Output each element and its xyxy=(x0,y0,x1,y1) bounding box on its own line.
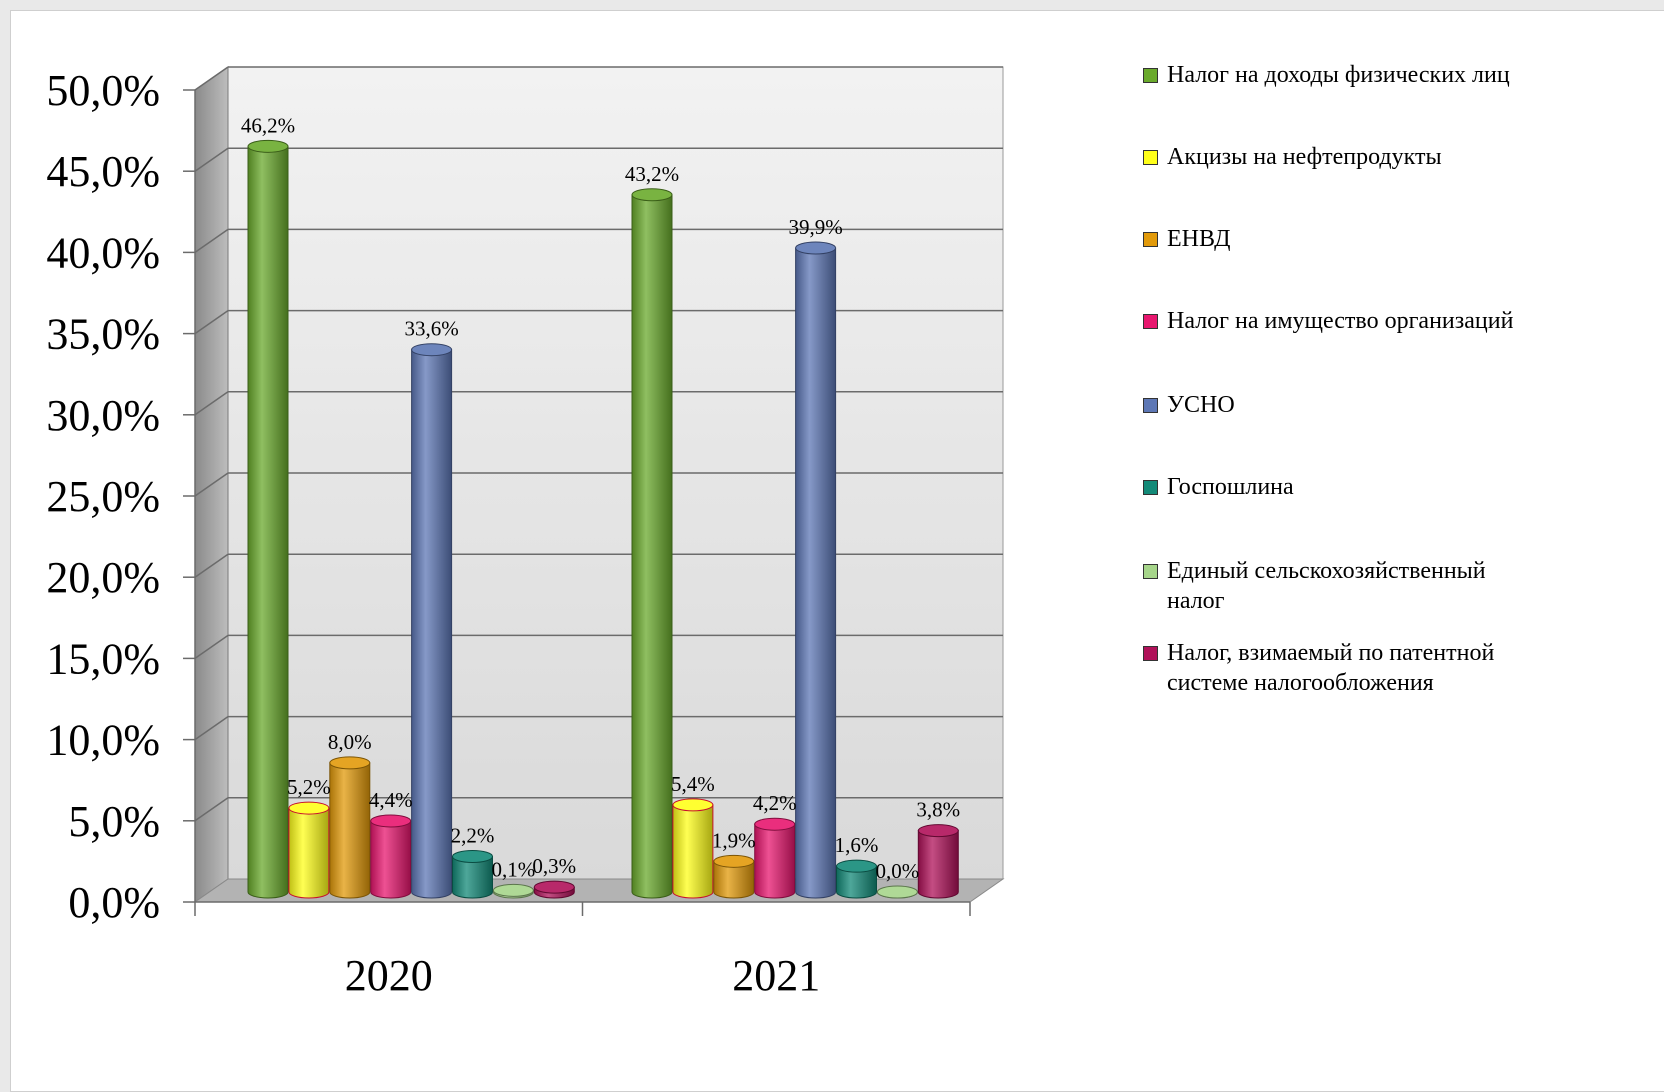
bar xyxy=(329,756,371,899)
bar xyxy=(452,849,493,899)
y-tick-label: 40,0% xyxy=(46,228,160,277)
legend-label-line: налог xyxy=(1167,588,1225,614)
data-label: 5,4% xyxy=(671,772,715,796)
bars xyxy=(247,139,959,899)
data-label: 0,0% xyxy=(876,859,920,883)
legend-swatch xyxy=(1143,398,1158,413)
gridline-side xyxy=(194,797,229,822)
legend-label: Налог на имущество организаций xyxy=(1167,306,1647,336)
y-tick-label: 20,0% xyxy=(46,553,160,602)
bar xyxy=(917,824,959,899)
y-tick-label: 0,0% xyxy=(68,878,160,927)
legend-label-line: Госпошлина xyxy=(1167,474,1294,500)
gridline-side xyxy=(194,472,229,497)
bar xyxy=(795,241,837,899)
y-tick-label: 15,0% xyxy=(46,634,160,683)
gridline-side xyxy=(194,715,229,741)
legend-swatch xyxy=(1143,646,1158,661)
bar xyxy=(713,854,755,899)
y-tick-label: 35,0% xyxy=(46,310,160,359)
legend-label-line: ЕНВД xyxy=(1167,226,1231,252)
legend-label-line: Налог, взимаемый по патентной xyxy=(1167,640,1495,666)
data-label: 0,1% xyxy=(492,857,536,881)
data-label: 4,2% xyxy=(753,791,797,815)
data-label: 3,8% xyxy=(916,798,960,822)
legend-label-line: Акцизы на нефтепродукты xyxy=(1167,144,1442,170)
gridline-side xyxy=(194,553,229,578)
bar xyxy=(876,885,918,899)
legend-label-line: УСНО xyxy=(1167,392,1235,418)
bar xyxy=(370,814,412,899)
data-label: 46,2% xyxy=(241,113,295,137)
x-tick-label: 2021 xyxy=(732,951,820,1000)
y-tick-label: 50,0% xyxy=(46,66,160,115)
x-tick-label: 2020 xyxy=(345,951,433,1000)
legend-label-line: Налог на доходы физических лиц xyxy=(1167,62,1510,88)
bar xyxy=(247,139,289,899)
x-axis: 2020 2021 xyxy=(194,901,971,1000)
gridlines xyxy=(194,66,1003,822)
data-label: 5,2% xyxy=(287,775,331,799)
legend-label: Акцизы на нефтепродукты xyxy=(1167,142,1647,172)
legend-label-line: Налог на имущество организаций xyxy=(1167,308,1514,334)
legend-label: ЕНВД xyxy=(1167,224,1647,254)
legend-label-line: Единый сельскохозяйственный xyxy=(1167,558,1486,584)
y-tick-label: 30,0% xyxy=(46,391,160,440)
bar xyxy=(533,880,575,899)
bar xyxy=(754,817,796,899)
legend-label: Налог, взимаемый по патентной системе нал… xyxy=(1167,638,1647,698)
gridline-side xyxy=(194,309,229,335)
y-tick-label: 45,0% xyxy=(46,147,160,196)
legend-label: УСНО xyxy=(1167,390,1647,420)
gridline-side xyxy=(194,391,229,416)
data-label: 1,6% xyxy=(835,833,879,857)
data-label: 0,3% xyxy=(532,854,576,878)
data-label: 1,9% xyxy=(712,828,756,852)
data-labels: 46,2% 5,2% 8,0% 4,4% 33,6% 2,2% 0,1%0,3% 43,2% 5… xyxy=(241,113,960,883)
data-label: 33,6% xyxy=(404,317,458,341)
bar xyxy=(492,883,534,899)
bar xyxy=(836,859,877,899)
data-label: 43,2% xyxy=(625,162,679,186)
y-tick-label: 25,0% xyxy=(46,472,160,521)
gridline-side xyxy=(194,147,229,172)
gridline-side xyxy=(194,634,229,660)
legend-swatch xyxy=(1143,314,1158,329)
data-label: 4,4% xyxy=(369,788,413,812)
legend-swatch xyxy=(1143,150,1158,165)
bar xyxy=(631,188,673,899)
data-label: 39,9% xyxy=(788,215,842,239)
legend-swatch xyxy=(1143,68,1158,83)
y-tick-label: 5,0% xyxy=(68,797,160,846)
legend-swatch xyxy=(1143,564,1158,579)
bar xyxy=(411,343,453,899)
legend-label-line: системе налогообложения xyxy=(1167,670,1434,696)
bar xyxy=(288,801,330,899)
gridline-side xyxy=(194,228,229,254)
data-label: 8,0% xyxy=(328,730,372,754)
bar xyxy=(672,798,714,899)
legend-label: Госпошлина xyxy=(1167,472,1647,502)
legend-swatch xyxy=(1143,232,1158,247)
legend-label: Налог на доходы физических лиц xyxy=(1167,60,1647,90)
y-tick-label: 10,0% xyxy=(46,716,160,765)
y-axis: 0,0% 5,0% 10,0% 15,0% 20,0% 25,0% 30,0% 35,0% 40… xyxy=(46,66,196,927)
gridline-side xyxy=(194,66,229,91)
legend-label: Единый сельскохозяйственный налог xyxy=(1167,556,1647,616)
data-label: 2,2% xyxy=(451,823,495,847)
legend-swatch xyxy=(1143,480,1158,495)
